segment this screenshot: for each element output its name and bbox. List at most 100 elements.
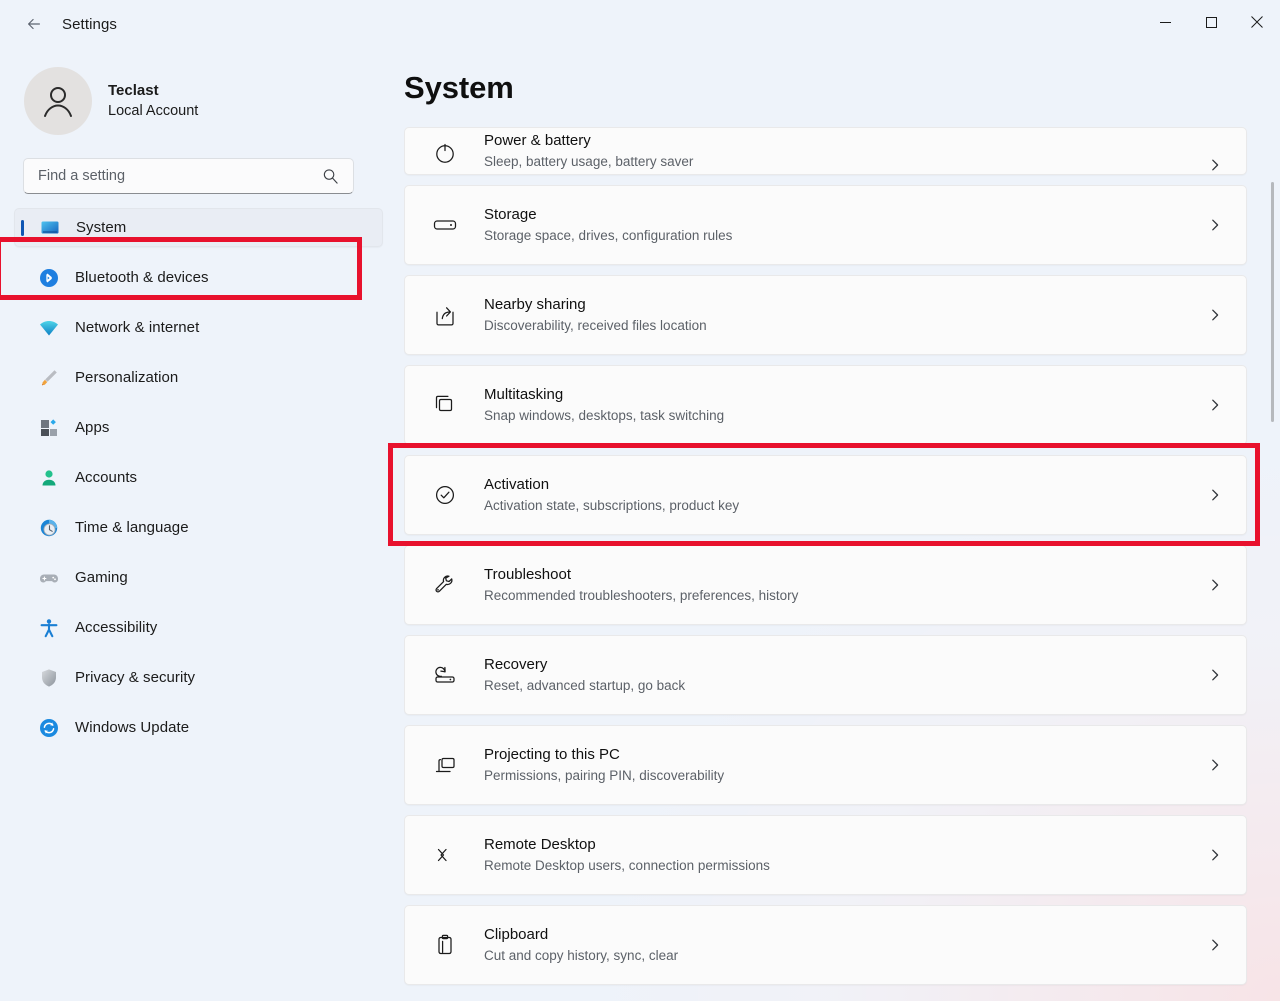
card-projecting-to-this-pc[interactable]: Projecting to this PC Permissions, pairin… — [404, 725, 1247, 805]
chevron-right-icon[interactable] — [1208, 758, 1222, 772]
card-troubleshoot[interactable]: Troubleshoot Recommended troubleshooters,… — [404, 545, 1247, 625]
card-remote-desktop[interactable]: Remote Desktop Remote Desktop users, conn… — [404, 815, 1247, 895]
chevron-right-icon[interactable] — [1208, 938, 1222, 952]
search-input[interactable] — [24, 168, 322, 184]
sidebar: Teclast Local Account System Bluetooth & … — [0, 48, 400, 1001]
card-nearby-sharing[interactable]: Nearby sharing Discoverability, received … — [404, 275, 1247, 355]
app-title: Settings — [62, 15, 117, 33]
card-subtitle: Storage space, drives, configuration rul… — [484, 227, 733, 243]
page-title: System — [404, 70, 514, 105]
card-subtitle: Remote Desktop users, connection permiss… — [484, 857, 770, 873]
multitasking-icon — [427, 387, 463, 423]
card-title: Storage — [484, 205, 537, 223]
card-recovery[interactable]: Recovery Reset, advanced startup, go back — [404, 635, 1247, 715]
sidebar-item-system[interactable]: System — [14, 208, 383, 247]
card-title: Power & battery — [484, 132, 591, 150]
card-subtitle: Snap windows, desktops, task switching — [484, 407, 725, 423]
card-text: Multitasking Snap windows, desktops, task… — [484, 385, 1208, 426]
accessibility-icon — [38, 617, 60, 639]
chevron-right-icon[interactable] — [1208, 578, 1222, 592]
chevron-right-icon[interactable] — [1208, 668, 1222, 682]
card-title: Activation — [484, 475, 550, 493]
card-text: Recovery Reset, advanced startup, go back — [484, 655, 1208, 696]
sidebar-item-label: Accounts — [75, 469, 138, 486]
sidebar-item-label: Gaming — [75, 569, 128, 586]
wrench-icon — [427, 567, 463, 603]
close-button[interactable] — [1234, 0, 1280, 44]
clipboard-icon — [427, 927, 463, 963]
sidebar-item-label: Network & internet — [75, 319, 200, 336]
sidebar-item-bluetooth-devices[interactable]: Bluetooth & devices — [14, 258, 383, 297]
card-clipboard[interactable]: Clipboard Cut and copy history, sync, cle… — [404, 905, 1247, 985]
sidebar-item-personalization[interactable]: Personalization — [14, 358, 383, 397]
sidebar-item-accessibility[interactable]: Accessibility — [14, 608, 383, 647]
sidebar-item-network-internet[interactable]: Network & internet — [14, 308, 383, 347]
title-bar: Settings — [0, 0, 1280, 48]
settings-card-list: Power & battery Sleep, battery usage, bat… — [404, 127, 1249, 1001]
card-subtitle: Recommended troubleshooters, preferences… — [484, 587, 799, 603]
sidebar-nav: System Bluetooth & devices Network & inter… — [0, 208, 400, 747]
vertical-scrollbar[interactable] — [1270, 72, 1276, 952]
bluetooth-icon — [38, 267, 60, 289]
card-text: Troubleshoot Recommended troubleshooters,… — [484, 565, 1208, 606]
power-icon — [427, 136, 463, 172]
sidebar-item-label: System — [76, 219, 127, 236]
card-power-battery[interactable]: Power & battery Sleep, battery usage, bat… — [404, 127, 1247, 175]
card-title: Nearby sharing — [484, 295, 586, 313]
card-multitasking[interactable]: Multitasking Snap windows, desktops, task… — [404, 365, 1247, 445]
chevron-right-icon[interactable] — [1208, 308, 1222, 322]
sidebar-item-label: Windows Update — [75, 719, 190, 736]
apps-grid-icon — [38, 417, 60, 439]
back-arrow-icon[interactable] — [14, 8, 54, 40]
person-icon — [38, 467, 60, 489]
maximize-button[interactable] — [1188, 0, 1234, 44]
card-subtitle: Discoverability, received files location — [484, 317, 707, 333]
wifi-icon — [38, 317, 60, 339]
paintbrush-icon — [38, 367, 60, 389]
scrollbar-thumb[interactable] — [1271, 182, 1274, 422]
card-title: Projecting to this PC — [484, 745, 620, 763]
card-text: Projecting to this PC Permissions, pairin… — [484, 745, 1208, 786]
search-icon[interactable] — [322, 168, 353, 185]
minimize-button[interactable] — [1142, 0, 1188, 44]
sidebar-item-label: Privacy & security — [75, 669, 196, 686]
account-section[interactable]: Teclast Local Account — [0, 48, 400, 138]
card-text: Nearby sharing Discoverability, received … — [484, 295, 1208, 336]
sidebar-item-label: Accessibility — [75, 619, 158, 636]
card-subtitle: Activation state, subscriptions, product… — [484, 497, 740, 513]
sidebar-item-privacy-security[interactable]: Privacy & security — [14, 658, 383, 697]
avatar — [24, 67, 92, 135]
sidebar-item-apps[interactable]: Apps — [14, 408, 383, 447]
sidebar-item-windows-update[interactable]: Windows Update — [14, 708, 383, 747]
shield-icon — [38, 667, 60, 689]
card-text: Power & battery Sleep, battery usage, bat… — [484, 131, 1208, 172]
window-controls — [1142, 0, 1280, 44]
project-screen-icon — [427, 747, 463, 783]
sidebar-item-label: Personalization — [75, 369, 179, 386]
chevron-right-icon[interactable] — [1208, 398, 1222, 412]
card-storage[interactable]: Storage Storage space, drives, configurat… — [404, 185, 1247, 265]
sidebar-item-accounts[interactable]: Accounts — [14, 458, 383, 497]
monitor-icon — [39, 217, 61, 239]
search-box[interactable] — [23, 158, 354, 194]
chevron-right-icon[interactable] — [1208, 218, 1222, 232]
sidebar-item-time-language[interactable]: Time & language — [14, 508, 383, 547]
card-text: Clipboard Cut and copy history, sync, cle… — [484, 925, 1208, 966]
sidebar-item-label: Time & language — [75, 519, 189, 536]
check-circle-icon — [427, 477, 463, 513]
recovery-icon — [427, 657, 463, 693]
remote-desktop-icon — [427, 837, 463, 873]
main-content: System Power & battery Sleep, battery usa… — [400, 48, 1280, 1001]
card-title: Recovery — [484, 655, 548, 673]
card-subtitle: Permissions, pairing PIN, discoverabilit… — [484, 767, 725, 783]
chevron-right-icon[interactable] — [1208, 158, 1222, 172]
sidebar-item-gaming[interactable]: Gaming — [14, 558, 383, 597]
chevron-right-icon[interactable] — [1208, 488, 1222, 502]
card-text: Remote Desktop Remote Desktop users, conn… — [484, 835, 1208, 876]
card-text: Activation Activation state, subscription… — [484, 475, 1208, 516]
clock-globe-icon — [38, 517, 60, 539]
card-activation[interactable]: Activation Activation state, subscription… — [404, 455, 1247, 535]
card-title: Multitasking — [484, 385, 564, 403]
chevron-right-icon[interactable] — [1208, 848, 1222, 862]
